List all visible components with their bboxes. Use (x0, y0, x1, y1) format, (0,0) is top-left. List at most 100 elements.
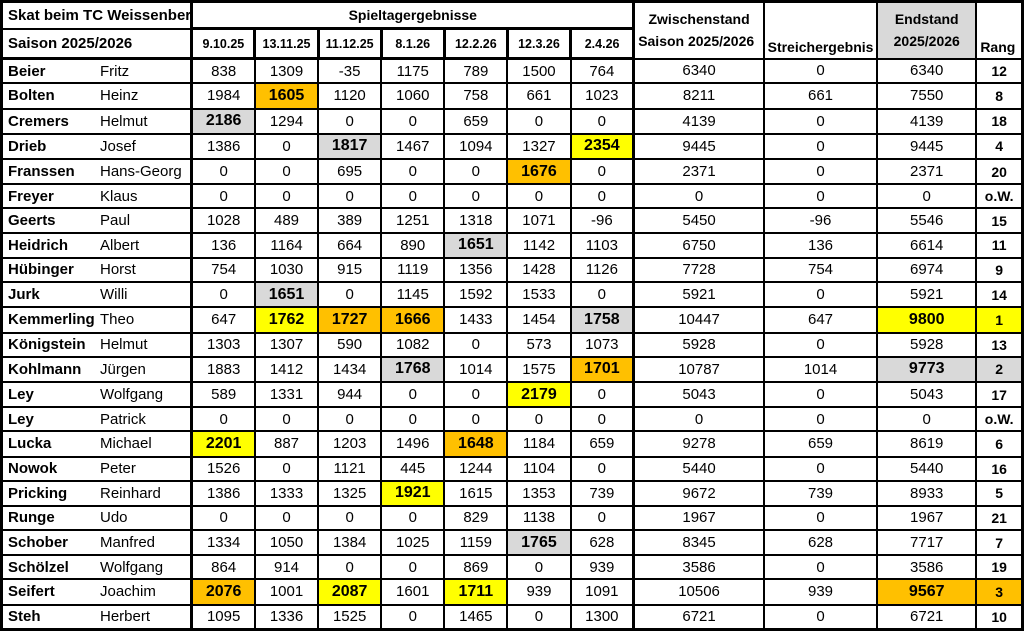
streichergebnis-cell: 0 (762, 280, 879, 309)
score-cell: 1701 (569, 355, 636, 383)
score-cell: 1094 (443, 132, 509, 161)
zwischenstand-cell: 10787 (632, 355, 765, 383)
endstand-cell: 7550 (876, 82, 978, 110)
header-row-1: Skat beim TC Weissenberg Spieltagergebni… (0, 0, 1024, 60)
player-row: Bolten Heinz 1984 1605 1120 1060 758 661 1023 821… (0, 82, 1024, 110)
player-row: Kohlmann Jürgen 1883 1412 1434 1768 1014 1575 17… (0, 355, 1024, 383)
score-cell: 0 (380, 183, 446, 210)
rang-cell: 15 (975, 207, 1024, 234)
player-surname: Heidrich (8, 236, 69, 254)
score-cell: 0 (190, 504, 256, 531)
score-cell: 1984 (190, 82, 256, 110)
score-cell: 0 (443, 406, 509, 433)
score-cell: 1500 (506, 57, 572, 85)
player-name-cell: Nowok Peter (0, 455, 194, 482)
score-cell: 659 (569, 430, 636, 458)
score-cell: 1028 (190, 207, 256, 234)
player-row: Lucka Michael 2201 887 1203 1496 1648 1184 659 92… (0, 430, 1024, 458)
player-row: Franssen Hans-Georg 0 0 695 0 0 1676 0 2371 0 2371 2… (0, 158, 1024, 186)
score-cell: 1592 (443, 280, 509, 309)
player-row: Nowok Peter 1526 0 1121 445 1244 1104 0 5440 0 5440… (0, 455, 1024, 482)
score-cell: 2179 (506, 380, 572, 409)
score-cell: 0 (317, 504, 383, 531)
player-surname: Ley (8, 386, 34, 404)
score-cell: 1142 (506, 231, 572, 259)
score-cell: 0 (569, 158, 636, 186)
score-cell: 939 (569, 554, 636, 581)
rang-cell: 19 (975, 554, 1024, 581)
score-cell: 1023 (569, 82, 636, 110)
score-cell: 1533 (506, 280, 572, 309)
score-cell: 1648 (443, 430, 509, 458)
score-cell: 0 (253, 183, 320, 210)
rang-cell: o.W. (975, 183, 1024, 210)
rang-cell: 3 (975, 578, 1024, 606)
score-cell: -96 (569, 207, 636, 234)
endstand-cell: 4139 (876, 107, 978, 135)
endstand-header-line1: Endstand (894, 11, 959, 28)
score-cell: 1307 (253, 331, 320, 358)
score-cell: 1605 (253, 82, 320, 110)
streichergebnis-cell: 0 (762, 380, 879, 409)
player-surname: Freyer (8, 187, 54, 205)
score-cell: 1327 (506, 132, 572, 161)
zwischenstand-cell: 6721 (632, 603, 765, 631)
score-cell: 0 (190, 183, 256, 210)
score-cell: 1454 (506, 306, 572, 334)
player-row: Schober Manfred 1334 1050 1384 1025 1159 1765 62… (0, 528, 1024, 557)
player-firstname: Udo (100, 509, 128, 527)
streichergebnis-cell: 754 (762, 256, 879, 283)
score-cell: 1384 (317, 528, 383, 557)
score-cell: 0 (569, 280, 636, 309)
player-firstname: Patrick (100, 410, 146, 428)
score-cell: 1103 (569, 231, 636, 259)
zwischenstand-cell: 3586 (632, 554, 765, 581)
rang-cell: 18 (975, 107, 1024, 135)
player-name-cell: Franssen Hans-Georg (0, 158, 194, 186)
player-surname: Nowok (8, 460, 58, 478)
rang-cell: 14 (975, 280, 1024, 309)
score-cell: 1467 (380, 132, 446, 161)
table-title: Skat beim TC Weissenberg (0, 0, 194, 30)
score-cell: 1883 (190, 355, 256, 383)
streichergebnis-cell: 0 (762, 554, 879, 581)
rang-cell: 21 (975, 504, 1024, 531)
score-cell: 0 (569, 380, 636, 409)
player-row: Steh Herbert 1095 1336 1525 0 1465 0 1300 6721 0 67… (0, 603, 1024, 631)
player-name-cell: Geerts Paul (0, 207, 194, 234)
player-firstname: Herbert (100, 608, 151, 626)
zwischenstand-cell: 9672 (632, 479, 765, 507)
player-row: Ley Patrick 0 0 0 0 0 0 0 0 0 0 o.W. (0, 406, 1024, 433)
endstand-cell: 5546 (876, 207, 978, 234)
player-surname: Bolten (8, 87, 55, 105)
player-row: Jurk Willi 0 1651 0 1145 1592 1533 0 5921 0 5921 14 (0, 280, 1024, 309)
score-cell: 1333 (253, 479, 320, 507)
score-cell: 2076 (190, 578, 256, 606)
player-name-cell: Seifert Joachim (0, 578, 194, 606)
score-cell: 764 (569, 57, 636, 85)
zwischenstand-cell: 5928 (632, 331, 765, 358)
score-cell: 0 (443, 183, 509, 210)
score-cell: 0 (253, 455, 320, 482)
player-surname: Runge (8, 509, 55, 527)
zwischenstand-cell: 9278 (632, 430, 765, 458)
rang-cell: 2 (975, 355, 1024, 383)
score-cell: 589 (190, 380, 256, 409)
streichergebnis-cell: 0 (762, 132, 879, 161)
zwischenstand-cell: 7728 (632, 256, 765, 283)
score-cell: 0 (443, 331, 509, 358)
endstand-cell: 2371 (876, 158, 978, 186)
player-name-cell: Königstein Helmut (0, 331, 194, 358)
zwischenstand-cell: 0 (632, 406, 765, 433)
score-cell: 1164 (253, 231, 320, 259)
zwischenstand-header: Zwischenstand Saison 2025/2026 (632, 0, 765, 60)
rang-cell: 13 (975, 331, 1024, 358)
score-cell: 0 (443, 158, 509, 186)
player-surname: Pricking (8, 484, 68, 502)
score-cell: 0 (253, 504, 320, 531)
streichergebnis-cell: 0 (762, 603, 879, 631)
score-cell: 628 (569, 528, 636, 557)
score-cell: 1303 (190, 331, 256, 358)
rang-cell: 16 (975, 455, 1024, 482)
streichergebnis-cell: 647 (762, 306, 879, 334)
